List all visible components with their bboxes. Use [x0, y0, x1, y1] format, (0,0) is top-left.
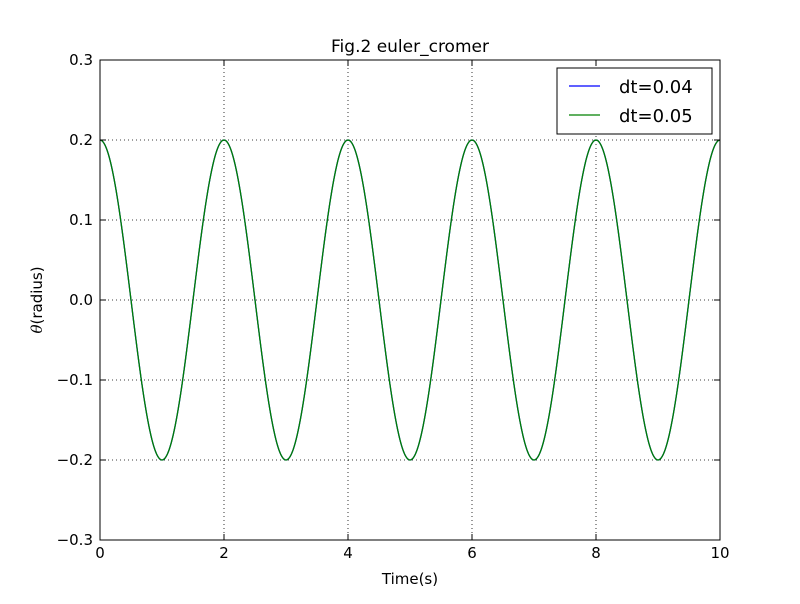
x-tick-label: 10: [710, 544, 729, 562]
x-tick-label: 8: [591, 544, 601, 562]
y-tick-label: −0.2: [57, 451, 93, 469]
series-lines: [99, 139, 721, 461]
legend-box: [556, 67, 713, 135]
chart-title: Fig.2 euler_cromer: [331, 37, 489, 57]
axis-tick-labels: 0 2 4 6 8 10 −0.3 −0.2 −0.1 0.0 0.1 0.2 0.3: [57, 51, 730, 562]
x-tick-label: 2: [219, 544, 229, 562]
y-tick-label: −0.3: [57, 531, 93, 549]
y-tick-label: 0.3: [69, 51, 93, 69]
series-line-dt=0.05: [99, 139, 721, 461]
y-tick-label: 0.1: [69, 211, 93, 229]
y-axis-label: θ(radius): [28, 266, 46, 333]
y-tick-label: −0.1: [57, 371, 93, 389]
legend: dt=0.04 dt=0.05: [556, 67, 713, 135]
legend-label-dt-0.04: dt=0.04: [619, 77, 693, 98]
y-axis-label-symbol: θ: [28, 325, 46, 334]
axis-ticks: [99, 59, 721, 541]
y-tick-label: 0.2: [69, 131, 93, 149]
y-tick-label: 0.0: [69, 291, 93, 309]
x-tick-label: 4: [343, 544, 353, 562]
x-tick-label: 6: [467, 544, 477, 562]
x-tick-label: 0: [95, 544, 105, 562]
y-axis-label-text: (radius): [28, 266, 46, 324]
legend-label-dt-0.05: dt=0.05: [619, 106, 693, 127]
x-axis-label: Time(s): [381, 570, 438, 588]
